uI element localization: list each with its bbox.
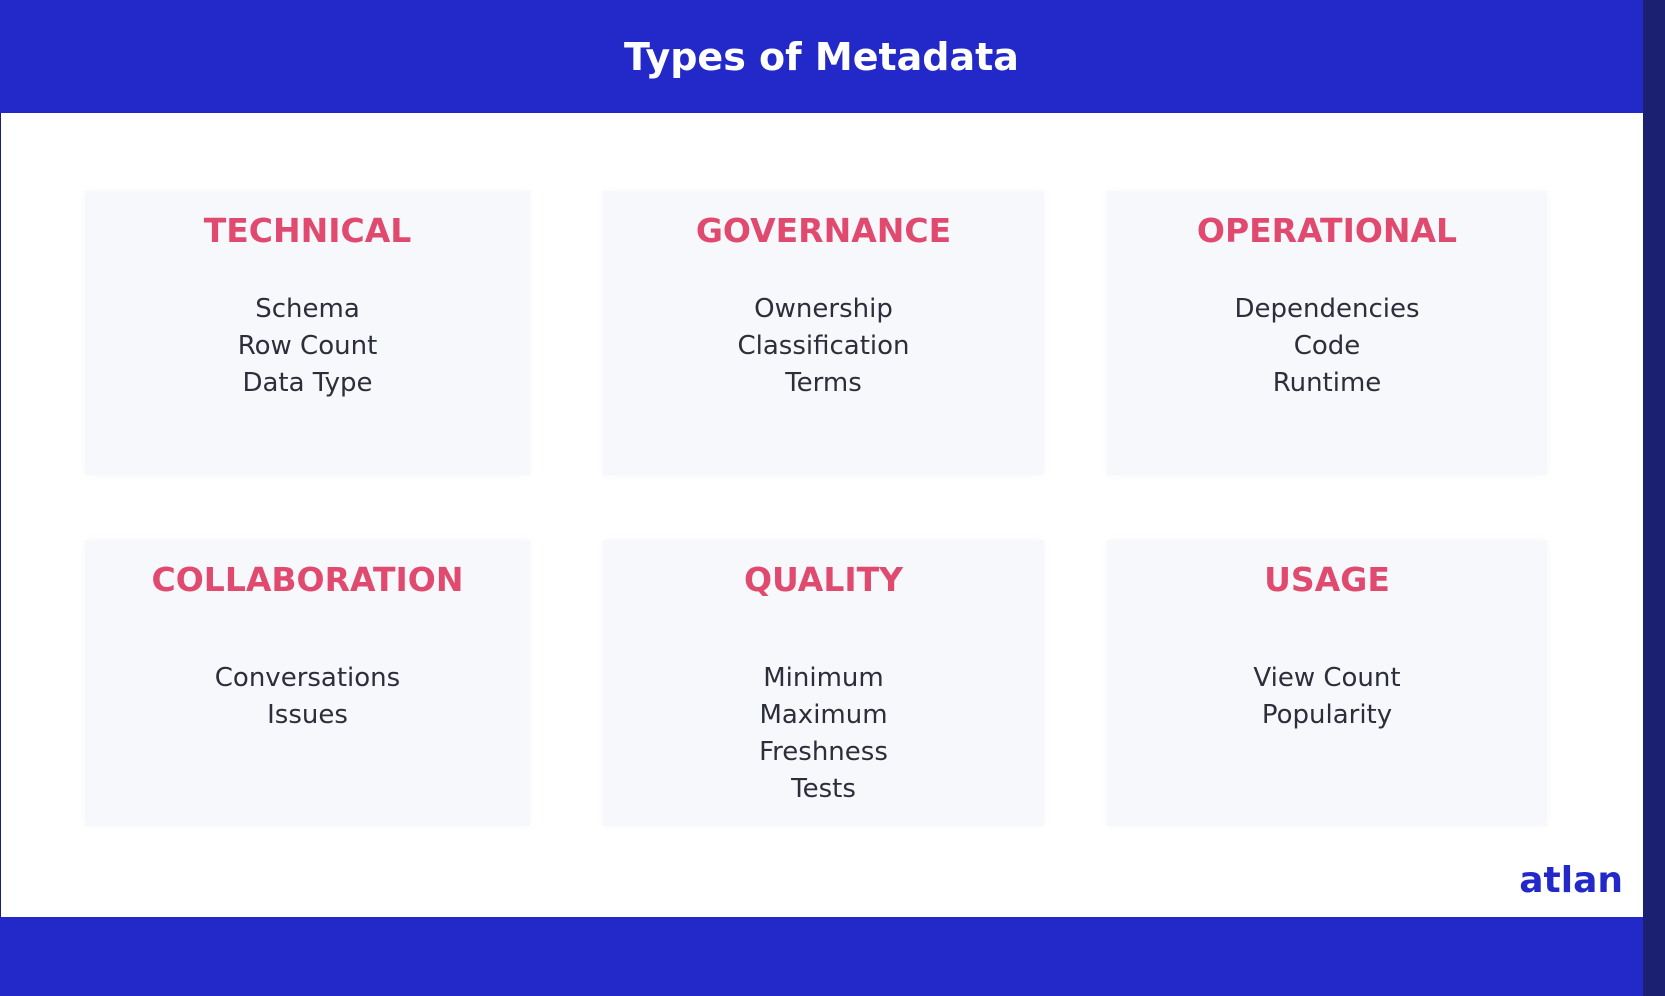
card-item: Popularity (1261, 700, 1393, 730)
card-items: Ownership Classification Terms (603, 291, 1044, 402)
card-title: GOVERNANCE (695, 211, 952, 250)
card: GOVERNANCE Ownership Classification Terms (603, 191, 1044, 475)
card: OPERATIONAL Dependencies Code Runtime (1107, 191, 1547, 475)
card-item: Dependencies (1234, 294, 1420, 324)
card-items: Schema Row Count Data Type (85, 291, 530, 402)
card-item: Maximum (759, 700, 888, 730)
card-item: Ownership (754, 294, 893, 324)
page-title: Types of Metadata (624, 34, 1019, 79)
card-title: TECHNICAL (203, 211, 412, 250)
card-title: USAGE (1264, 560, 1390, 599)
card-items: Dependencies Code Runtime (1107, 291, 1547, 402)
footer-bar (0, 917, 1643, 996)
logo: atlan (1519, 860, 1623, 901)
card-items: View Count Popularity (1107, 660, 1547, 734)
card: COLLABORATION Conversations Issues (85, 540, 530, 826)
card-item: Runtime (1272, 368, 1382, 398)
card-item: Freshness (759, 737, 888, 767)
card-item: Classification (737, 331, 910, 361)
card-title: COLLABORATION (151, 560, 464, 599)
card-title: OPERATIONAL (1196, 211, 1458, 250)
card-item: Minimum (763, 663, 884, 693)
card-item: Issues (267, 700, 348, 730)
content: TECHNICAL Schema Row Count Data Type GOVERNA… (1, 113, 1643, 917)
card-item: Tests (791, 774, 856, 804)
card-items: Minimum Maximum Freshness Tests (603, 660, 1044, 808)
header: Types of Metadata (0, 0, 1643, 113)
card-items: Conversations Issues (85, 660, 530, 734)
card: QUALITY Minimum Maximum Freshness Tests (603, 540, 1044, 826)
card-item: Terms (785, 368, 862, 398)
card-item: Schema (255, 294, 360, 324)
card-item: Conversations (214, 663, 401, 693)
card-item: Data Type (242, 368, 373, 398)
card: USAGE View Count Popularity (1107, 540, 1547, 826)
card: TECHNICAL Schema Row Count Data Type (85, 191, 530, 475)
card-item: Code (1293, 331, 1361, 361)
card-item: View Count (1253, 663, 1401, 693)
card-title: QUALITY (743, 560, 904, 599)
card-item: Row Count (237, 331, 378, 361)
